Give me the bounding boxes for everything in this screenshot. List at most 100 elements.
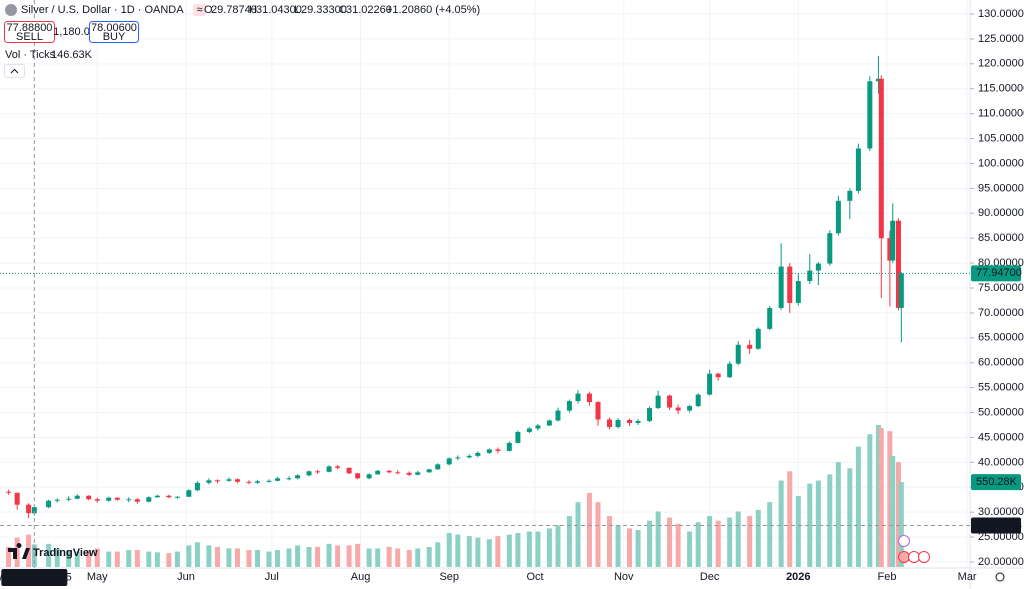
volume-bar — [526, 531, 532, 567]
candle-body — [375, 470, 381, 475]
volume-bar — [675, 523, 681, 567]
volume-bar — [466, 536, 472, 567]
y-tick-label: 30.00000 — [978, 506, 1024, 518]
volume-bar — [234, 548, 240, 567]
volume-bar — [406, 550, 412, 567]
candle-body — [515, 431, 521, 443]
volume-bar — [566, 516, 572, 567]
candle-body — [94, 499, 100, 501]
volume-bar — [755, 509, 761, 567]
y-tick-label: 40.00000 — [978, 456, 1024, 468]
y-tick-label: 85.00000 — [978, 232, 1024, 244]
event-icon[interactable] — [918, 551, 930, 563]
candle-body — [466, 455, 472, 458]
candle-body — [626, 420, 632, 424]
candle-body — [26, 504, 32, 514]
chart-title[interactable]: Silver / U.S. Dollar · 1D · OANDA — [21, 4, 184, 16]
volume-bar — [326, 543, 332, 567]
buy-button[interactable] — [89, 21, 139, 43]
volume-bar — [898, 482, 904, 567]
candle-body — [246, 481, 252, 483]
grid — [0, 0, 970, 568]
y-tick-label: 110.00000 — [978, 108, 1024, 120]
x-tick-label: Mar — [958, 571, 977, 583]
candle-body — [807, 270, 813, 282]
candle-body — [675, 407, 681, 411]
volume-bar — [895, 462, 901, 567]
collapse-button[interactable] — [4, 64, 25, 78]
volume-bar — [306, 546, 312, 567]
volume-bar — [106, 551, 112, 567]
volume-bar — [6, 546, 12, 567]
candle-body — [446, 458, 452, 465]
volume-bar — [827, 474, 833, 567]
ohlc-value: 31.04300 — [256, 4, 302, 16]
candle-body — [566, 401, 572, 411]
volume-bar — [575, 502, 581, 567]
settings-button[interactable] — [995, 572, 1005, 582]
candle-body — [767, 307, 773, 329]
candle-body — [286, 478, 292, 480]
volume-bar — [506, 534, 512, 567]
candle-body — [395, 472, 401, 474]
candle-body — [234, 479, 240, 482]
volume-bar — [735, 511, 741, 567]
volume-bar — [214, 546, 220, 567]
crosshair-x-label: Wed 09 Apr '25 — [0, 571, 72, 583]
watermark: TradingView — [33, 547, 98, 559]
candle-body — [615, 420, 621, 427]
candle-body — [74, 495, 80, 499]
y-tick-label: 130.00000 — [978, 8, 1024, 20]
candle-body — [526, 428, 532, 432]
x-tick-label: Oct — [527, 571, 544, 583]
volume-bar — [586, 492, 592, 567]
candle-body — [795, 281, 801, 303]
volume-bar — [890, 455, 896, 567]
volume-bar — [878, 428, 884, 567]
candle-body — [66, 498, 72, 500]
candle-body — [895, 220, 901, 308]
last-price-label: 77.94700 — [976, 267, 1022, 279]
status-icon[interactable] — [193, 4, 206, 16]
volume-bar — [166, 553, 172, 567]
candle-body — [355, 473, 361, 479]
volume-bar — [146, 551, 152, 567]
sell-button[interactable] — [4, 21, 55, 43]
volume-bar — [355, 543, 361, 567]
event-icon[interactable] — [908, 551, 920, 563]
volume-bar — [767, 502, 773, 567]
volume-bar — [486, 539, 492, 567]
volume-bar — [295, 545, 301, 567]
candle-body — [275, 478, 281, 481]
volume-bar — [847, 468, 853, 567]
volume-indicator-name[interactable]: Vol · Ticks — [5, 49, 56, 61]
volume-bar — [275, 550, 281, 567]
candle-body — [687, 406, 693, 411]
volume-bar — [246, 550, 252, 567]
candle-body — [715, 373, 721, 378]
y-tick-label: 65.00000 — [978, 332, 1024, 344]
candle-body — [426, 469, 432, 473]
event-icon[interactable] — [898, 535, 910, 547]
candle-body — [6, 491, 12, 493]
volume-bar — [386, 546, 392, 567]
volume-bar — [86, 550, 92, 567]
y-tick-label: 50.00000 — [978, 406, 1024, 418]
candle-body — [106, 497, 112, 501]
volume-bar — [667, 517, 673, 567]
volume-bar — [855, 446, 861, 567]
price-pane — [6, 55, 904, 519]
candle-body — [14, 492, 20, 505]
event-icon[interactable] — [898, 551, 910, 563]
volume-bar — [495, 536, 501, 567]
volume-bar — [415, 548, 421, 567]
volume-indicator-value: 146.63K — [51, 49, 93, 61]
volume-bar — [655, 511, 661, 567]
candle-body — [31, 507, 37, 514]
volume-bar — [114, 551, 120, 567]
volume-bar — [94, 548, 100, 567]
candle-body — [194, 482, 200, 491]
candle-body — [575, 393, 581, 402]
volume-bar — [835, 462, 841, 567]
